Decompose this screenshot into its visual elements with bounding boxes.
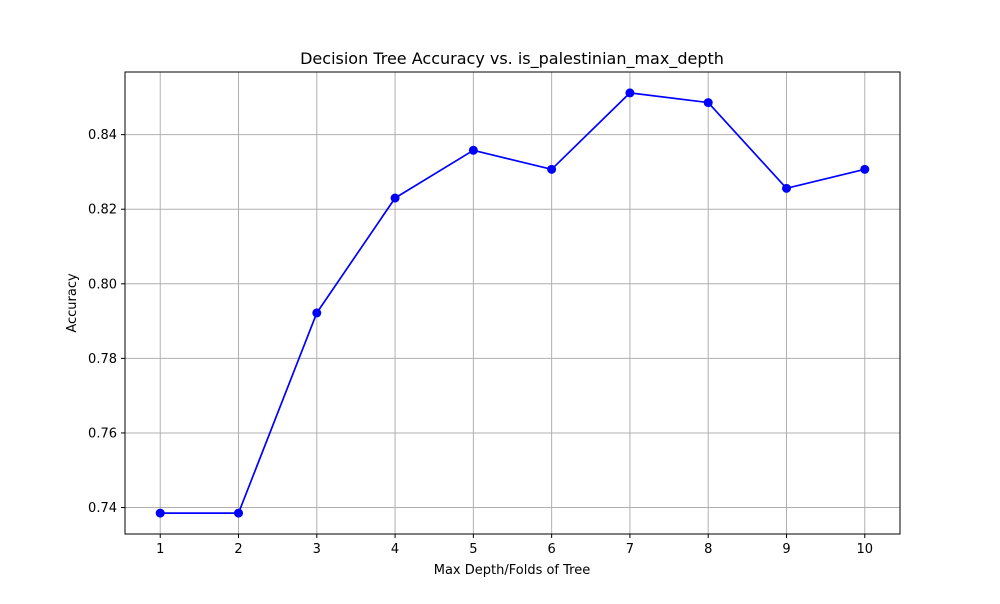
data-point <box>155 508 165 518</box>
data-point <box>547 164 557 174</box>
x-tick-label: 6 <box>548 542 556 557</box>
y-axis-label: Accuracy <box>65 273 80 333</box>
x-tick-label: 9 <box>782 542 790 557</box>
y-tick-label: 0.74 <box>88 501 117 516</box>
y-tick-label: 0.80 <box>88 277 117 292</box>
x-tick-label: 5 <box>469 542 477 557</box>
x-tick-label: 10 <box>856 542 873 557</box>
grid <box>125 72 900 534</box>
series-line <box>160 92 865 514</box>
x-tick-label: 7 <box>626 542 634 557</box>
data-series <box>155 88 870 518</box>
chart-title: Decision Tree Accuracy vs. is_palestinia… <box>300 49 724 69</box>
axes: 1 2 3 4 5 6 7 8 9 10 0.74 0.76 0.78 0.80 0.82 0.84 <box>88 71 901 557</box>
y-tick-label: 0.84 <box>88 128 117 143</box>
data-point <box>625 88 635 98</box>
data-point <box>390 193 400 203</box>
x-axis-label: Max Depth/Folds of Tree <box>434 563 590 578</box>
x-tick-label: 4 <box>391 542 399 557</box>
data-point <box>860 164 870 174</box>
x-tick-label: 2 <box>234 542 242 557</box>
x-tick-label: 3 <box>313 542 321 557</box>
data-point <box>312 308 322 318</box>
data-point <box>703 98 713 108</box>
data-point <box>781 183 791 193</box>
data-point <box>468 145 478 155</box>
x-tick-label: 8 <box>704 542 712 557</box>
y-tick-label: 0.76 <box>88 426 117 441</box>
plot-frame <box>124 71 901 535</box>
y-tick-label: 0.82 <box>88 203 117 218</box>
x-tick-label: 1 <box>156 542 164 557</box>
y-tick-label: 0.78 <box>88 352 117 367</box>
data-point <box>234 508 244 518</box>
